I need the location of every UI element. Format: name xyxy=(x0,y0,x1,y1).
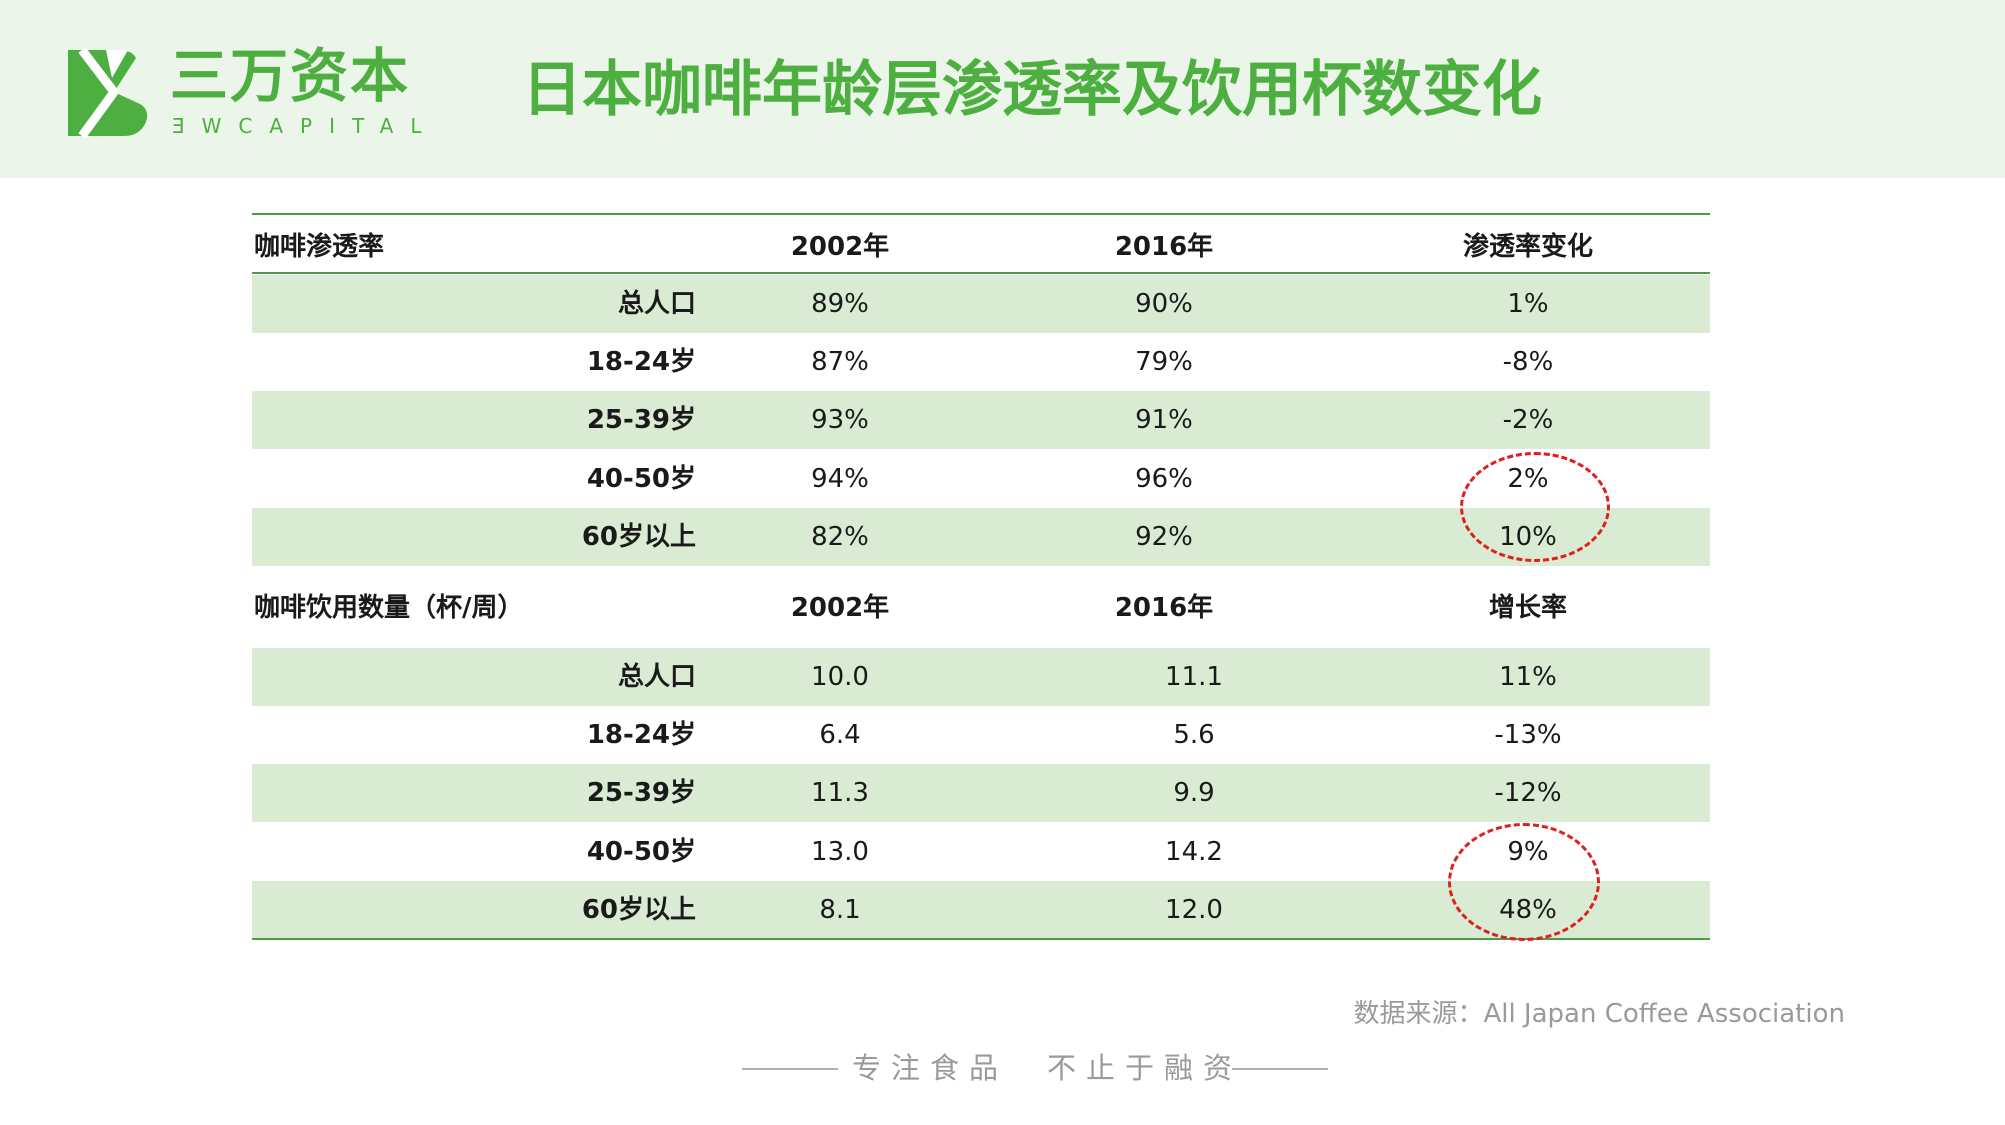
cell-2016: 90% xyxy=(1135,289,1193,319)
cell-change: -12% xyxy=(1494,778,1562,808)
row-label: 25-39岁 xyxy=(586,778,696,808)
brand-name-cn: 三万资本 xyxy=(170,42,411,110)
cell-change: -13% xyxy=(1494,720,1562,750)
table-top-rule xyxy=(252,213,1710,215)
header-cell: 渗透率变化 xyxy=(1462,232,1593,262)
table-row: 18-24岁 6.4 5.6 -13% xyxy=(252,706,1710,764)
cell-2002: 11.3 xyxy=(811,778,869,808)
row-label: 40-50岁 xyxy=(586,837,696,867)
row-label: 60岁以上 xyxy=(581,522,696,552)
row-label: 18-24岁 xyxy=(586,720,696,750)
header-cell: 增长率 xyxy=(1488,593,1567,623)
cell-2016: 11.1 xyxy=(1165,662,1223,692)
header-cell: 2002年 xyxy=(790,232,890,262)
table-header-row: 咖啡渗透率 2002年 2016年 渗透率变化 xyxy=(252,218,1710,276)
cell-2016: 91% xyxy=(1135,405,1193,435)
table-header-rule xyxy=(252,272,1710,274)
page-title: 日本咖啡年龄层渗透率及饮用杯数变化 xyxy=(522,55,1542,125)
table-row: 18-24岁 87% 79% -8% xyxy=(252,333,1710,391)
cell-2016: 79% xyxy=(1135,347,1193,377)
cell-2002: 10.0 xyxy=(811,662,869,692)
slogan: 专注食品 不止于融资 xyxy=(742,1046,1328,1090)
slogan-divider-right xyxy=(1232,1068,1328,1070)
table-row: 40-50岁 13.0 14.2 9% xyxy=(252,823,1710,881)
header-cell: 咖啡渗透率 xyxy=(254,232,385,262)
slogan-text: 专注食品 不止于融资 xyxy=(852,1051,1243,1085)
table-row: 总人口 89% 90% 1% xyxy=(252,275,1710,333)
header-cell: 2016年 xyxy=(1114,593,1214,623)
cell-2002: 13.0 xyxy=(811,837,869,867)
row-label: 60岁以上 xyxy=(581,895,696,925)
row-label: 总人口 xyxy=(617,289,696,319)
cell-2002: 89% xyxy=(811,289,869,319)
cell-2002: 94% xyxy=(811,464,869,494)
row-label: 25-39岁 xyxy=(586,405,696,435)
cell-2016: 14.2 xyxy=(1165,837,1223,867)
row-label: 总人口 xyxy=(617,662,696,692)
cell-2016: 12.0 xyxy=(1165,895,1223,925)
table-header-row: 咖啡饮用数量（杯/周） 2002年 2016年 增长率 xyxy=(252,579,1710,637)
cell-change: -2% xyxy=(1502,405,1554,435)
cell-change: 11% xyxy=(1499,662,1557,692)
header-cell: 2002年 xyxy=(790,593,890,623)
header-cell: 2016年 xyxy=(1114,232,1214,262)
cell-2002: 82% xyxy=(811,522,869,552)
table-bottom-rule xyxy=(252,938,1710,940)
cell-2016: 92% xyxy=(1135,522,1193,552)
table-row: 总人口 10.0 11.1 11% xyxy=(252,648,1710,706)
cell-2016: 9.9 xyxy=(1173,778,1215,808)
cell-2002: 8.1 xyxy=(819,895,861,925)
highlight-oval-cups xyxy=(1448,823,1600,941)
header-cell: 咖啡饮用数量（杯/周） xyxy=(254,593,524,623)
cell-2002: 87% xyxy=(811,347,869,377)
cell-2016: 5.6 xyxy=(1173,720,1215,750)
cell-2002: 6.4 xyxy=(819,720,861,750)
row-label: 18-24岁 xyxy=(586,347,696,377)
slogan-divider-left xyxy=(742,1068,838,1070)
cell-change: -8% xyxy=(1502,347,1554,377)
cell-2002: 93% xyxy=(811,405,869,435)
highlight-oval-penetration xyxy=(1460,452,1610,562)
data-source: 数据来源：All Japan Coffee Association xyxy=(1353,999,1845,1029)
cell-change: 1% xyxy=(1507,289,1549,319)
table-row: 25-39岁 11.3 9.9 -12% xyxy=(252,764,1710,822)
header-band: 三万资本 ƎWCAPITAL 日本咖啡年龄层渗透率及饮用杯数变化 xyxy=(0,0,2005,178)
table-row: 25-39岁 93% 91% -2% xyxy=(252,391,1710,449)
brand-logo-icon xyxy=(68,48,148,138)
brand-name-en: ƎWCAPITAL xyxy=(172,114,439,138)
cell-2016: 96% xyxy=(1135,464,1193,494)
row-label: 40-50岁 xyxy=(586,464,696,494)
